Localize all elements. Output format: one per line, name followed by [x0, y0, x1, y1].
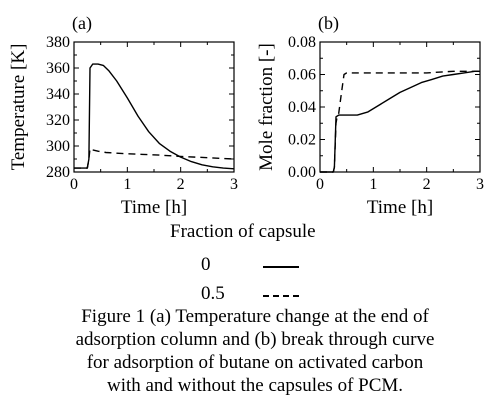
- y-axis-label: Mole fraction [-]: [256, 43, 277, 171]
- legend-label-0: 0: [201, 254, 211, 275]
- x-axis-label: Time [h]: [121, 197, 187, 218]
- y-tick-label: 0.08: [288, 34, 316, 51]
- caption-line: adsorption column and (b) break through …: [75, 329, 435, 350]
- figure-caption: Figure 1 (a) Temperature change at the e…: [40, 305, 470, 397]
- y-tick-label: 360: [46, 60, 70, 77]
- series-line-mole-fraction-0: [320, 70, 480, 173]
- y-axis-label: Temperature [K]: [8, 44, 29, 171]
- y-tick-label: 320: [46, 112, 70, 129]
- y-tick-label: 0.06: [288, 67, 316, 84]
- series-line-temperature-0-5: [74, 147, 235, 169]
- legend-line-solid: [263, 266, 299, 268]
- plot-frame-mole-fraction: [319, 41, 481, 173]
- x-axis-label: Time [h]: [367, 197, 433, 218]
- legend-label-0-5: 0.5: [201, 283, 225, 304]
- y-tick-label: 380: [46, 34, 70, 51]
- x-tick-label: 0: [316, 176, 324, 193]
- y-tick-label: 340: [46, 86, 70, 103]
- y-tick-label: 0.00: [288, 164, 316, 181]
- y-tick-label: 280: [46, 164, 70, 181]
- legend-title: Fraction of capsule: [170, 221, 316, 242]
- plot-frame-temperature: [73, 41, 235, 173]
- caption-line: for adsorption of butane on activated ca…: [86, 352, 424, 373]
- caption-line: with and without the capsules of PCM.: [106, 375, 404, 396]
- x-tick-label: 3: [230, 176, 238, 193]
- x-tick-label: 2: [423, 176, 431, 193]
- y-tick-label: 0.04: [288, 99, 316, 116]
- caption-line: Figure 1 (a) Temperature change at the e…: [81, 306, 429, 327]
- legend-entry-0: 0: [201, 254, 311, 278]
- series-line-temperature-0: [74, 63, 235, 170]
- x-tick-label: 1: [369, 176, 377, 193]
- x-tick-label: 2: [177, 176, 185, 193]
- legend-entry-0-5: 0.5: [201, 283, 311, 307]
- series-line-mole-fraction-0-5: [320, 70, 480, 173]
- panel-label: (a): [72, 13, 92, 34]
- x-tick-label: 0: [70, 176, 78, 193]
- legend-line-dashed: [263, 295, 299, 297]
- y-tick-label: 300: [46, 138, 70, 155]
- panel-label: (b): [318, 13, 339, 34]
- x-tick-label: 3: [476, 176, 484, 193]
- x-tick-label: 1: [123, 176, 131, 193]
- y-tick-label: 0.02: [288, 132, 316, 149]
